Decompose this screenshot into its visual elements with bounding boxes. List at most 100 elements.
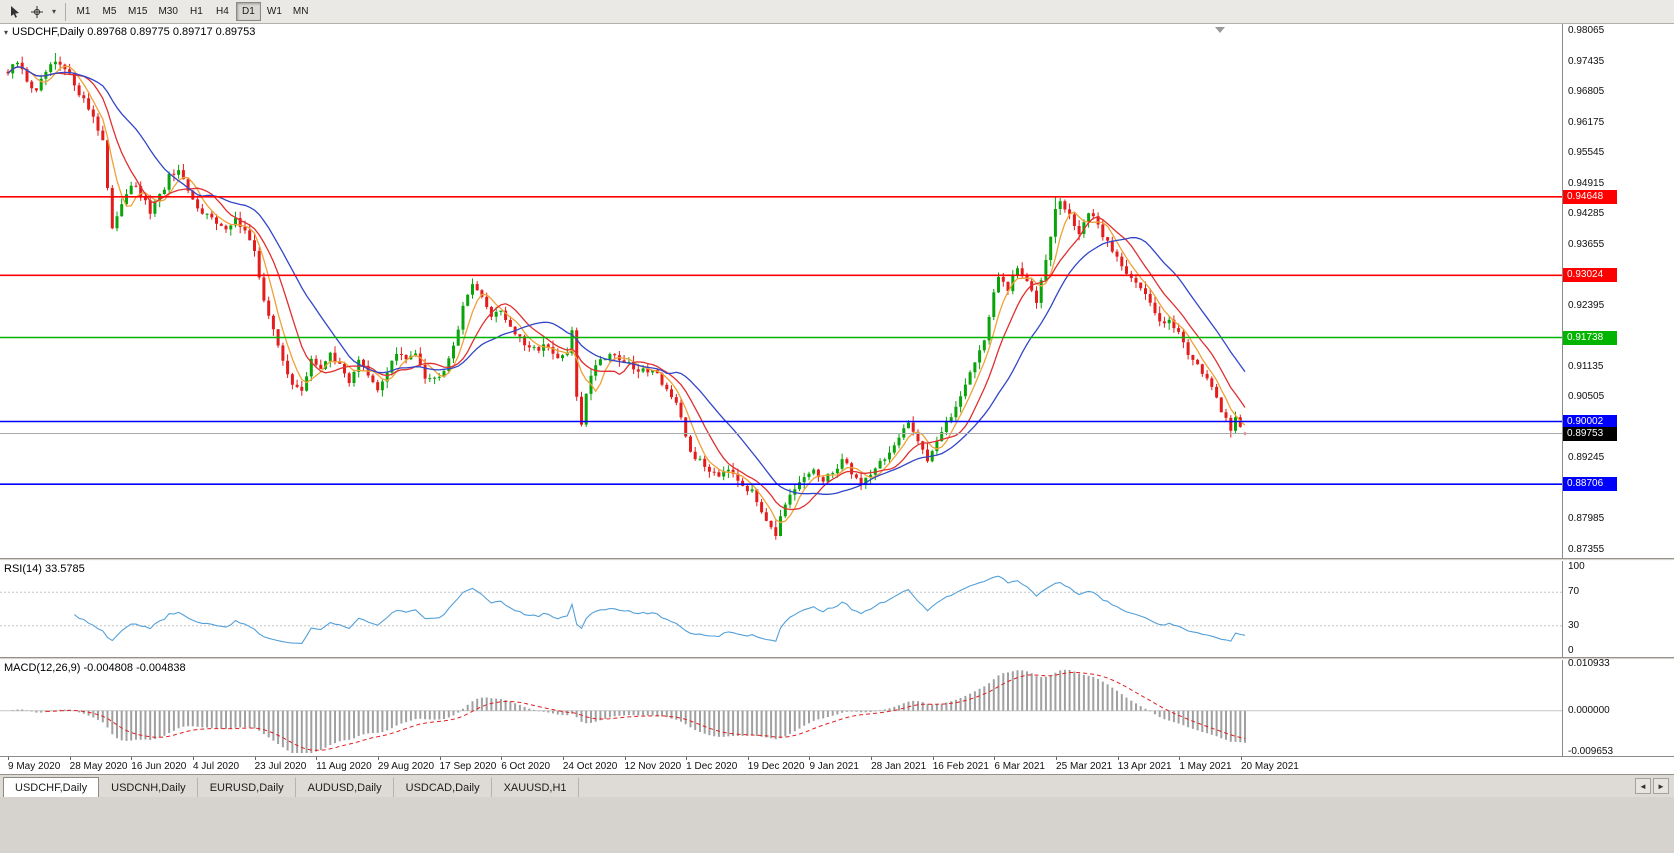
timeframe-button-m5[interactable]: M5 (102, 6, 117, 17)
time-axis-tick (439, 757, 441, 760)
tools-dropdown-button[interactable]: ▾ (48, 2, 60, 22)
date-label: 19 Dec 2020 (747, 761, 805, 772)
tab-usdcnh-daily[interactable]: USDCNH,Daily (99, 777, 198, 797)
time-axis-tick (624, 757, 626, 760)
cursor-tool-button[interactable] (4, 2, 26, 22)
chart-shift-marker[interactable] (1215, 27, 1225, 33)
price-tag-0.90002: 0.90002 (1563, 414, 1617, 429)
date-label: 23 Jul 2020 (254, 761, 307, 772)
time-axis-tick (1179, 757, 1181, 760)
date-label: 9 Jan 2021 (809, 761, 859, 772)
timeframe-button-m15[interactable]: M15 (128, 6, 148, 17)
scale-tick: 0.010933 (1568, 658, 1610, 669)
time-axis-tick (686, 757, 688, 760)
price-tag-0.94648: 0.94648 (1563, 189, 1617, 204)
chart-menu-icon[interactable]: ▾ (4, 27, 9, 37)
timeframe-button-mn[interactable]: MN (292, 6, 309, 17)
scale-tick: 0.94285 (1568, 208, 1605, 220)
macd-panel: MACD(12,26,9) -0.004808 -0.004838 0.0109… (0, 658, 1674, 757)
timeframe-button-m1[interactable]: M1 (76, 6, 91, 17)
price-tag-0.91738: 0.91738 (1563, 330, 1617, 345)
scale-tick: 0.87355 (1568, 543, 1605, 555)
scale-tick: 30 (1568, 619, 1580, 631)
scale-tick: -0.009653 (1568, 746, 1614, 757)
time-axis-tick (871, 757, 873, 760)
scale-tick: 100 (1568, 561, 1585, 572)
scale-tick: 0.95545 (1568, 147, 1605, 159)
time-axis-tick (254, 757, 256, 760)
tab-scroll-left-button[interactable]: ◄ (1635, 778, 1651, 794)
tab-scroll-right-button[interactable]: ► (1653, 778, 1669, 794)
scale-tick: 0.91135 (1568, 360, 1604, 372)
price-tag-0.93024: 0.93024 (1563, 268, 1617, 283)
candle-bodies-down (6, 61, 1247, 536)
date-label: 20 May 2021 (1241, 761, 1299, 772)
rsi-scale[interactable]: 100 70 30 0 (1562, 561, 1674, 657)
time-axis-tick (316, 757, 318, 760)
date-label: 29 Aug 2020 (377, 761, 435, 772)
date-label: 13 Apr 2021 (1117, 761, 1172, 772)
chart-tab-bar: USDCHF,Daily USDCNH,Daily EURUSD,Daily AUDU… (0, 774, 1674, 797)
time-axis-tick (192, 757, 194, 760)
time-axis-tick (131, 757, 133, 760)
rsi-label: RSI(14) 33.5785 (4, 563, 85, 575)
price-scale[interactable]: 0.98065 0.97435 0.96805 0.96175 0.95545 0.949… (1562, 24, 1674, 558)
price-chart-plot[interactable] (0, 24, 1562, 558)
timeframe-button-w1[interactable]: W1 (266, 6, 282, 17)
time-axis[interactable]: 9 May 2020 28 May 2020 16 Jun 2020 4 Jul 20… (0, 756, 1674, 774)
date-label: 28 May 2020 (69, 761, 128, 772)
price-tag-0.88706: 0.88706 (1563, 477, 1617, 492)
scale-tick: 70 (1568, 586, 1580, 598)
ma-slow-line (7, 66, 1246, 495)
scale-tick: 0.000000 (1568, 704, 1610, 716)
time-axis-tick (932, 757, 934, 760)
scale-tick: 0.96175 (1568, 116, 1605, 128)
tab-audusd-daily[interactable]: AUDUSD,Daily (296, 777, 394, 797)
date-label: 25 Mar 2021 (1056, 761, 1113, 772)
toolbar-separator (65, 2, 66, 21)
cursor-icon (11, 6, 19, 18)
chart-title-ohlc: USDCHF,Daily 0.89768 0.89775 0.89717 0.8… (12, 26, 256, 38)
date-label: 1 May 2021 (1179, 761, 1232, 772)
scale-tick: 0.90505 (1568, 391, 1605, 403)
macd-label: MACD(12,26,9) -0.004808 -0.004838 (4, 662, 186, 674)
price-tag-0.89753: 0.89753 (1563, 426, 1617, 441)
crosshair-icon (31, 5, 43, 18)
macd-plot[interactable] (0, 660, 1562, 756)
crosshair-tool-button[interactable] (26, 2, 48, 22)
scale-tick: 0.92395 (1568, 299, 1605, 311)
rsi-panel: RSI(14) 33.5785 100 70 30 0 (0, 561, 1674, 657)
rsi-line (74, 575, 1246, 644)
macd-signal-line (45, 671, 1246, 751)
timeframe-button-d1[interactable]: D1 (235, 2, 261, 21)
panel-splitter[interactable] (0, 558, 1674, 561)
candle-bodies-up (11, 61, 1237, 536)
time-axis-tick (747, 757, 749, 760)
candle-wicks-up (12, 53, 1236, 537)
timeframe-button-m30[interactable]: M30 (158, 6, 178, 17)
timeframe-button-h4[interactable]: H4 (216, 6, 229, 17)
tab-usdcad-daily[interactable]: USDCAD,Daily (394, 777, 492, 797)
scale-tick: 0.96805 (1568, 86, 1605, 98)
date-label: 11 Aug 2020 (316, 761, 372, 772)
tab-xauusd-h1[interactable]: XAUUSD,H1 (492, 777, 579, 797)
candle-wicks-down (7, 56, 1246, 540)
scale-tick: 0.98065 (1568, 25, 1605, 37)
date-label: 6 Mar 2021 (994, 761, 1045, 772)
tab-usdchf-daily[interactable]: USDCHF,Daily (3, 777, 100, 797)
panel-splitter[interactable] (0, 657, 1674, 660)
time-axis-tick (377, 757, 379, 760)
date-label: 6 Oct 2020 (501, 761, 551, 772)
date-label: 4 Jul 2020 (192, 761, 240, 772)
time-axis-tick (1056, 757, 1058, 760)
time-axis-tick (69, 757, 71, 760)
scale-tick: 0.93655 (1568, 238, 1605, 250)
toolbar: ▾ M1 M5 M15 M30 H1 H4 D1 W1 MN (0, 0, 1674, 24)
tab-eurusd-daily[interactable]: EURUSD,Daily (198, 777, 296, 797)
macd-histogram (11, 669, 1246, 753)
macd-scale[interactable]: 0.010933 0.000000 -0.009653 (1562, 658, 1674, 757)
rsi-plot[interactable] (0, 561, 1562, 657)
time-axis-tick (562, 757, 564, 760)
date-label: 24 Oct 2020 (562, 761, 618, 772)
timeframe-button-h1[interactable]: H1 (190, 6, 203, 17)
